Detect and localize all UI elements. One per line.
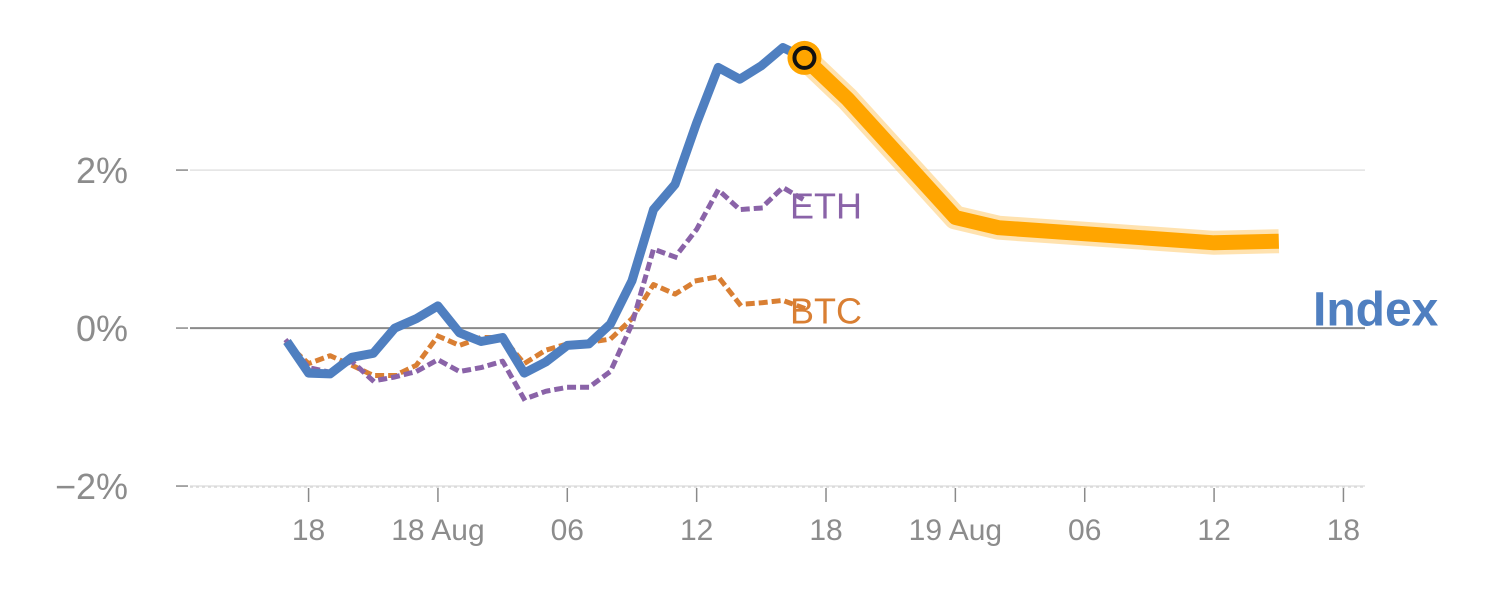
series-layer — [283, 40, 1280, 402]
x-tick-label: 12 — [680, 514, 713, 547]
series-label-btc: BTC — [790, 291, 862, 332]
axes: −2% 0% 2% 18 18 Aug 06 12 18 19 Aug 06 12 18 — [55, 150, 1365, 547]
x-tick-label: 19 Aug — [909, 514, 1002, 547]
x-tick-label: 06 — [551, 514, 584, 547]
forecast-band — [796, 49, 1280, 255]
gridlines — [190, 169, 1365, 487]
y-tick-label: −2% — [55, 466, 128, 507]
series-label-eth: ETH — [790, 186, 862, 227]
x-tick-label: 18 — [292, 514, 325, 547]
current-point-ring — [792, 45, 817, 70]
y-tick-label: 0% — [76, 308, 128, 349]
x-tick-label: 18 Aug — [391, 514, 484, 547]
series-line-eth — [283, 185, 808, 402]
series-line-index-forecast — [799, 52, 1279, 251]
x-tick-label: 06 — [1068, 514, 1101, 547]
series-label-index: Index — [1313, 283, 1439, 336]
x-tick-label: 12 — [1197, 514, 1230, 547]
x-tick-label: 18 — [809, 514, 842, 547]
series-line-index — [283, 43, 807, 379]
current-point-marker — [787, 40, 822, 75]
y-tick-label: 2% — [76, 150, 128, 191]
labels: ETH BTC Index — [790, 186, 1439, 337]
x-tick-label: 18 — [1327, 514, 1360, 547]
